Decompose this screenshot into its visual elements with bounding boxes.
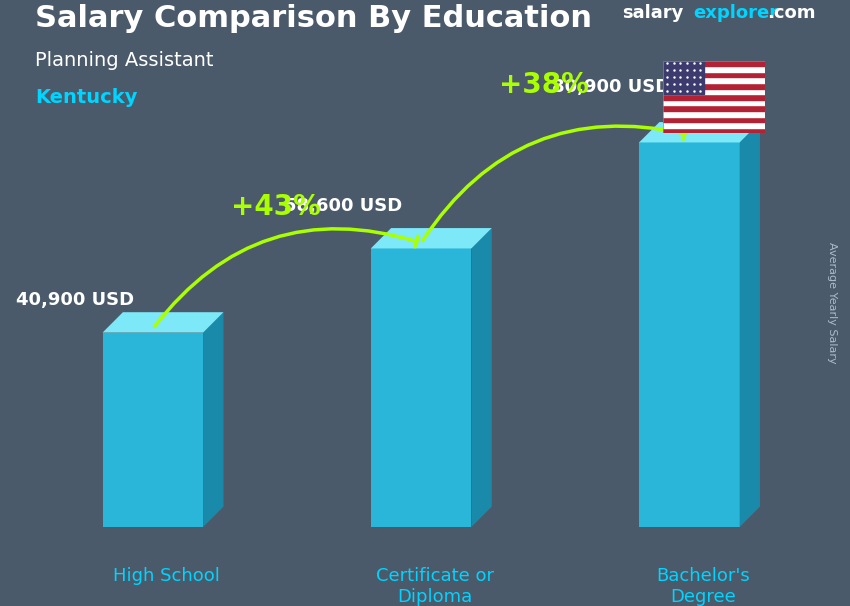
Bar (663, 66, 765, 72)
Text: Average Yearly Salary: Average Yearly Salary (827, 242, 837, 364)
Text: Planning Assistant: Planning Assistant (35, 52, 213, 70)
Bar (663, 105, 765, 111)
Bar (663, 72, 765, 78)
Bar (663, 122, 765, 128)
Text: 58,600 USD: 58,600 USD (284, 197, 402, 215)
Bar (639, 142, 740, 527)
Text: +43%: +43% (231, 193, 320, 221)
Bar (663, 78, 765, 83)
Text: +38%: +38% (499, 71, 589, 99)
Text: explorer: explorer (693, 4, 778, 22)
Bar (663, 116, 765, 122)
Bar (371, 248, 472, 527)
Bar (663, 61, 704, 94)
Text: salary: salary (622, 4, 684, 22)
Bar (663, 88, 765, 94)
Bar (663, 111, 765, 116)
Bar (663, 100, 765, 105)
Polygon shape (472, 228, 492, 527)
Text: Salary Comparison By Education: Salary Comparison By Education (35, 4, 592, 33)
Text: Kentucky: Kentucky (35, 88, 138, 107)
Bar (103, 333, 203, 527)
Bar (663, 61, 765, 66)
Text: 80,900 USD: 80,900 USD (552, 78, 671, 96)
Polygon shape (103, 312, 224, 333)
Polygon shape (639, 122, 760, 142)
Text: Certificate or
Diploma: Certificate or Diploma (376, 567, 494, 606)
Text: High School: High School (113, 567, 219, 585)
Bar (663, 128, 765, 133)
Text: 40,900 USD: 40,900 USD (15, 291, 133, 309)
Bar (663, 94, 765, 100)
Bar (663, 83, 765, 88)
Text: .com: .com (768, 4, 816, 22)
Text: Bachelor's
Degree: Bachelor's Degree (656, 567, 750, 606)
Polygon shape (740, 122, 760, 527)
Polygon shape (203, 312, 224, 527)
Polygon shape (371, 228, 492, 248)
